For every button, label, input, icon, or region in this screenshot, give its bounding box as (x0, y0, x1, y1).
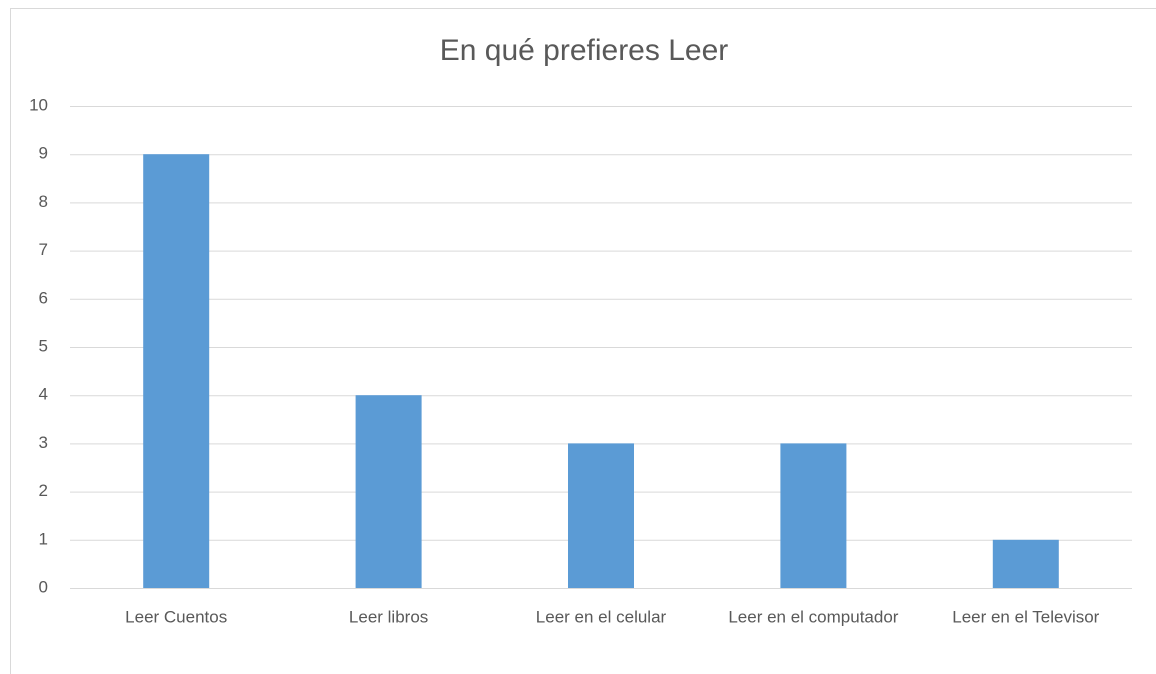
y-tick-label: 2 (39, 481, 48, 500)
y-tick-label: 4 (39, 385, 48, 404)
bar (355, 395, 422, 588)
y-tick-label: 7 (39, 240, 48, 259)
bar (780, 443, 847, 588)
bar (568, 443, 634, 588)
y-tick-label: 10 (29, 95, 48, 114)
y-tick-label: 5 (39, 336, 48, 355)
chart-title: En qué prefieres Leer (440, 34, 729, 67)
x-tick-label: Leer Cuentos (125, 607, 227, 626)
x-tick-label: Leer libros (349, 607, 428, 626)
y-tick-label: 3 (39, 433, 48, 452)
bar (992, 539, 1059, 588)
y-tick-label: 6 (39, 288, 48, 307)
x-tick-label: Leer en el Televisor (952, 607, 1099, 626)
y-tick-label: 0 (39, 577, 48, 596)
bar (143, 154, 210, 588)
y-tick-label: 1 (39, 529, 48, 548)
y-tick-label: 8 (39, 192, 48, 211)
x-tick-label: Leer en el computador (728, 607, 898, 626)
y-tick-label: 9 (39, 144, 48, 163)
x-tick-label: Leer en el celular (536, 607, 667, 626)
